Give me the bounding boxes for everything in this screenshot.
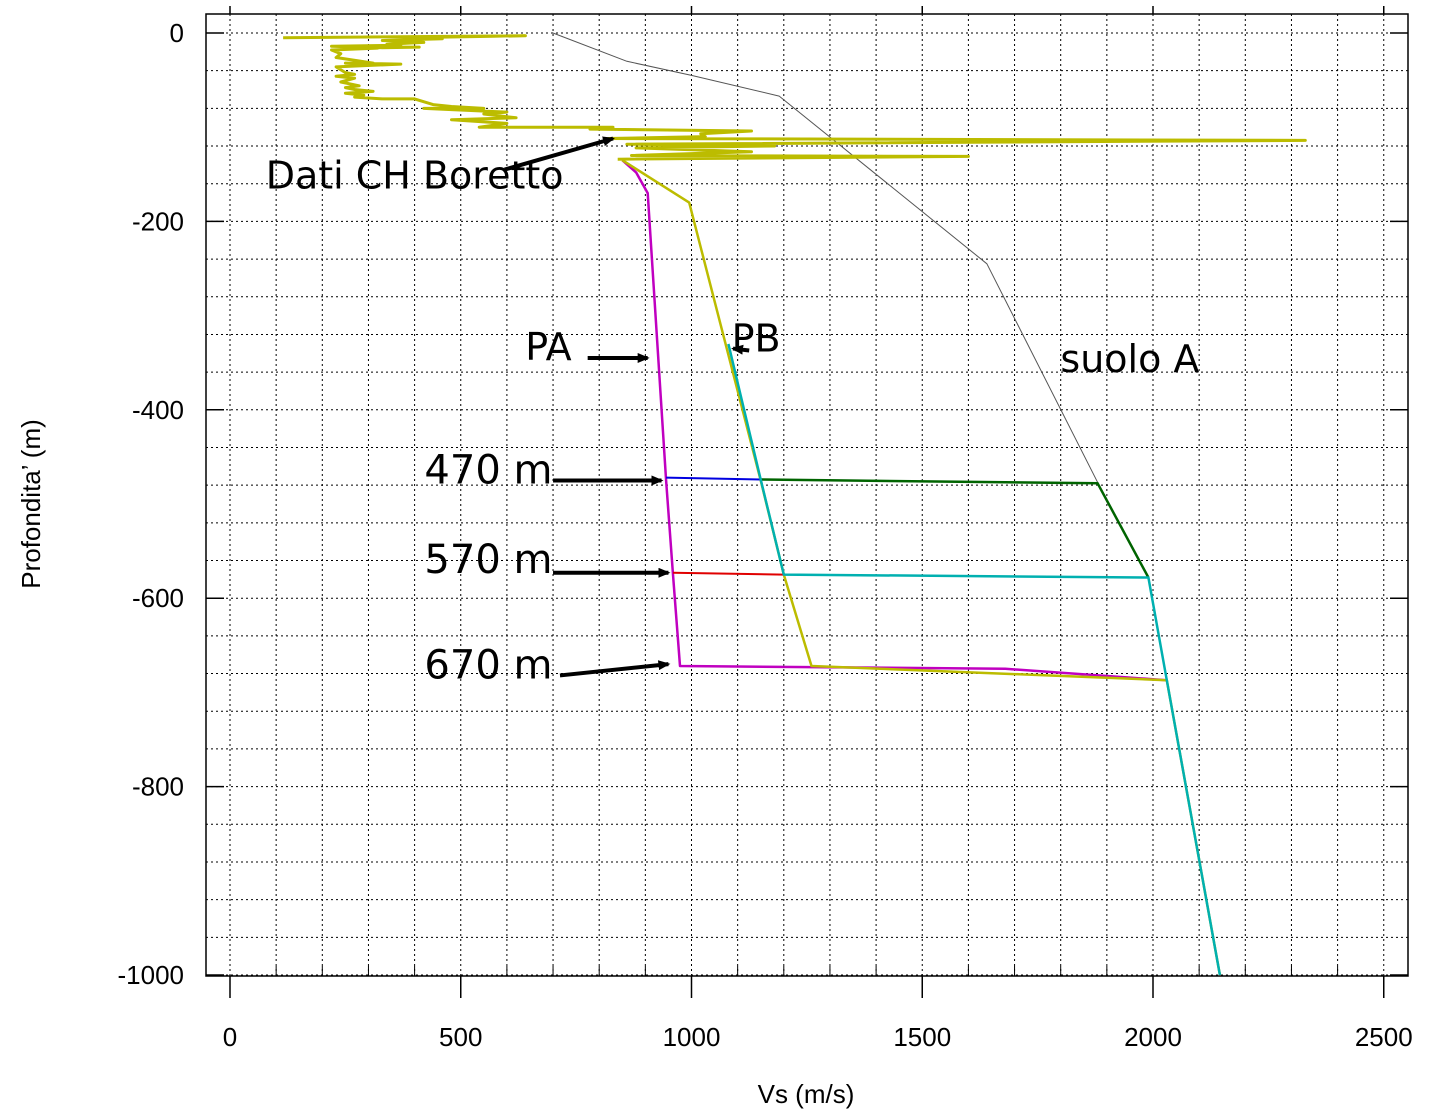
y-tick-label: 0 bbox=[170, 18, 184, 48]
plot-border bbox=[205, 13, 1409, 977]
annotation-arrow bbox=[731, 344, 750, 355]
x-tick-label: 500 bbox=[439, 1022, 482, 1052]
series-line-pa_slow bbox=[621, 159, 1167, 682]
annotation-label: 470 m bbox=[424, 447, 552, 493]
annotations: Dati CH Boretto PA PB suolo A 470 m 570 m 670 … bbox=[266, 136, 1199, 688]
annotation-arrow bbox=[559, 660, 671, 678]
annotation-arrow bbox=[504, 136, 615, 172]
grid bbox=[206, 14, 1408, 976]
annotation-label: 570 m bbox=[424, 537, 552, 583]
annotation-label: 670 m bbox=[424, 642, 552, 688]
series-line-c570 bbox=[672, 571, 784, 576]
x-tick-label: 2500 bbox=[1355, 1022, 1413, 1052]
series-line-borehole bbox=[283, 34, 1307, 161]
axis-ticks: 0 500 1000 1500 2000 2500 0 -200 -400 -600 -800 -10… bbox=[118, 6, 1413, 1052]
series-line-c470 bbox=[666, 476, 761, 481]
y-tick-label: -600 bbox=[132, 583, 184, 613]
series-line-suolo_a bbox=[552, 32, 1221, 976]
x-tick-label: 0 bbox=[223, 1022, 237, 1052]
series-line-green_470 bbox=[760, 478, 1150, 579]
x-tick-label: 1000 bbox=[663, 1022, 721, 1052]
series-line-pb bbox=[621, 159, 1222, 976]
series-group bbox=[283, 32, 1307, 976]
annotation-label: PA bbox=[525, 325, 571, 369]
annotation-label: Dati CH Boretto bbox=[266, 153, 564, 197]
annotation-label: suolo A bbox=[1060, 337, 1199, 381]
y-tick-label: -200 bbox=[132, 206, 184, 236]
series-line-cyan_570 bbox=[727, 343, 1222, 976]
plot-frame bbox=[205, 13, 1409, 977]
x-tick-label: 2000 bbox=[1124, 1022, 1182, 1052]
x-axis-title: Vs (m/s) bbox=[758, 1079, 855, 1109]
x-tick-label: 1500 bbox=[893, 1022, 951, 1052]
y-tick-label: -800 bbox=[132, 772, 184, 802]
y-tick-label: -400 bbox=[132, 395, 184, 425]
y-tick-label: -1000 bbox=[118, 960, 185, 990]
annotation-label: PB bbox=[732, 316, 781, 360]
y-axis-title: Profondita’ (m) bbox=[16, 419, 46, 589]
